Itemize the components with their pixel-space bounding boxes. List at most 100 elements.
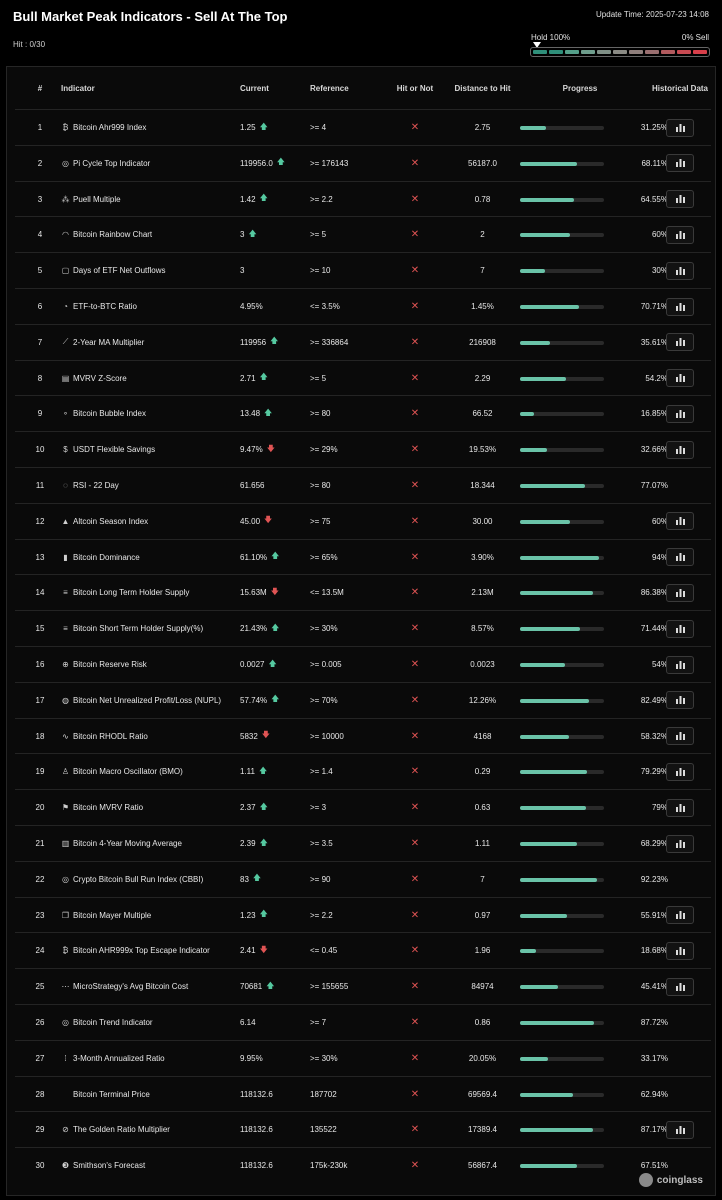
historical-data-button[interactable] (666, 369, 694, 388)
distance-value: 30.00 (472, 516, 493, 526)
current-value: 4.95% (240, 302, 263, 311)
table-row: 27 ⁞ 3-Month Annualized Ratio 9.95% >= 30% ✕ 2… (15, 1039, 711, 1076)
table-row: 22 ◎ Crypto Bitcoin Bull Run Index (CBBI) 8… (15, 860, 711, 897)
progress-track (520, 197, 604, 202)
update-time: Update Time: 2025-07-23 14:08 (596, 10, 709, 19)
progress-fill (520, 340, 550, 345)
historical-data-button[interactable] (666, 1120, 694, 1139)
historical-cell (645, 253, 715, 288)
historical-data-button[interactable] (666, 548, 694, 567)
indicator-icon: ≡ (63, 588, 68, 598)
hit-status-icon: ✕ (410, 372, 420, 384)
table-row: 21 ▥ Bitcoin 4-Year Moving Average 2.39 🡅 >= … (15, 825, 711, 861)
current-value-cell: 119956 🡅 (240, 325, 310, 360)
indicator-name-cell: ⋯ MicroStrategy's Avg Bitcoin Cost (61, 969, 236, 1004)
indicator-name-cell: ◔ ETF-to-BTC Ratio (61, 289, 236, 324)
historical-data-button[interactable] (666, 727, 694, 746)
historical-data-button[interactable] (666, 977, 694, 996)
historical-data-button[interactable] (666, 118, 694, 137)
progress-cell: 58.32% (520, 719, 670, 754)
historical-data-button[interactable] (666, 619, 694, 638)
progress-fill (520, 269, 546, 274)
table-row: 20 ⚑ Bitcoin MVRV Ratio 2.37 🡅 >= 3 ✕ 0.63 79% (15, 789, 711, 825)
historical-cell (645, 146, 715, 181)
progress-fill (520, 1056, 548, 1061)
indicator-name-cell: ▤ MVRV Z-Score (61, 361, 236, 396)
current-value: 119956 (240, 337, 267, 347)
indicator-icon: ⋯ (61, 982, 70, 992)
bar-chart-icon (675, 123, 685, 132)
row-number: 6 (37, 302, 43, 311)
trend-down-icon: 🡇 (270, 586, 279, 596)
historical-data-button[interactable] (666, 225, 694, 244)
historical-data-button[interactable] (666, 154, 694, 173)
indicator-name-cell: ⊕ Bitcoin Reserve Risk (61, 647, 236, 682)
historical-cell (645, 683, 715, 718)
row-number: 5 (37, 266, 43, 276)
distance-value: 1.96 (474, 946, 491, 956)
historical-data-button[interactable] (666, 404, 694, 423)
historical-data-button[interactable] (666, 261, 694, 280)
col-reference: Reference (310, 83, 349, 93)
historical-data-button[interactable] (666, 691, 694, 710)
current-value: 118132.6 (240, 1125, 273, 1135)
indicator-name: USDT Flexible Savings (73, 445, 156, 455)
reference-value: >= 176143 (310, 158, 349, 168)
historical-cell (645, 110, 715, 145)
coinglass-logo-icon (638, 1173, 653, 1187)
table-row: 12 ▲ Altcoin Season Index 45.00 🡇 >= 75 ✕ 30.00… (15, 502, 711, 539)
table-row: 5 ▢ Days of ETF Net Outflows 3 >= 10 ✕ 7 30% (15, 252, 711, 288)
historical-cell (645, 217, 715, 252)
historical-data-button[interactable] (666, 798, 694, 817)
progress-track (520, 770, 604, 775)
historical-data-button[interactable] (666, 834, 694, 853)
historical-data-button[interactable] (666, 512, 694, 531)
progress-track (520, 519, 604, 524)
current-value-cell: 9.95% (240, 1041, 310, 1076)
bar-chart-icon (675, 767, 685, 776)
historical-cell (645, 540, 715, 575)
historical-cell (645, 289, 715, 324)
current-value-cell: 21.43% 🡅 (240, 611, 310, 646)
gauge-segment (549, 50, 563, 54)
current-value: 6.14 (240, 1018, 256, 1027)
historical-cell (645, 647, 715, 682)
historical-data-button[interactable] (666, 190, 694, 209)
progress-fill (520, 555, 599, 560)
reference-value: >= 5 (310, 230, 327, 240)
indicator-icon: ◔ (63, 302, 68, 311)
progress-track (520, 126, 604, 130)
reference-value: >= 336864 (310, 337, 349, 347)
distance-value: 0.0023 (470, 660, 495, 669)
hit-status-icon: ✕ (410, 945, 420, 957)
historical-data-button[interactable] (666, 297, 694, 316)
indicator-name: Bitcoin Reserve Risk (73, 660, 147, 669)
historical-cell (645, 933, 715, 968)
distance-value: 2.75 (474, 123, 491, 132)
table-row: 28 Bitcoin Terminal Price 118132.6 187702 ✕ 6… (15, 1075, 711, 1112)
row-number: 10 (35, 445, 45, 455)
indicator-name: The Golden Ratio Multiplier (73, 1125, 170, 1135)
row-number: 9 (37, 409, 43, 419)
historical-data-button[interactable] (666, 906, 694, 925)
hit-status-icon: ✕ (410, 444, 420, 456)
current-value: 1.23 (240, 910, 256, 920)
progress-percent: 87.72% (640, 1018, 668, 1027)
progress-track (520, 949, 604, 954)
historical-data-button[interactable] (666, 440, 694, 459)
distance-value: 0.29 (474, 767, 491, 777)
indicator-icon: ◎ (62, 874, 69, 884)
indicator-name: Bitcoin MVRV Ratio (73, 803, 144, 813)
trend-up-icon: 🡅 (271, 694, 280, 704)
indicator-icon: ◠ (62, 230, 69, 240)
historical-data-button[interactable] (666, 333, 694, 352)
table-row: 15 ≡ Bitcoin Short Term Holder Supply(%) 21… (15, 610, 711, 646)
progress-percent: 55.91% (640, 910, 668, 920)
historical-data-button[interactable] (666, 941, 694, 960)
current-value: 3 (240, 266, 245, 276)
progress-fill (520, 734, 569, 739)
historical-data-button[interactable] (666, 762, 694, 781)
historical-data-button[interactable] (666, 583, 694, 602)
historical-data-button[interactable] (666, 655, 694, 674)
row-number: 18 (35, 731, 45, 741)
